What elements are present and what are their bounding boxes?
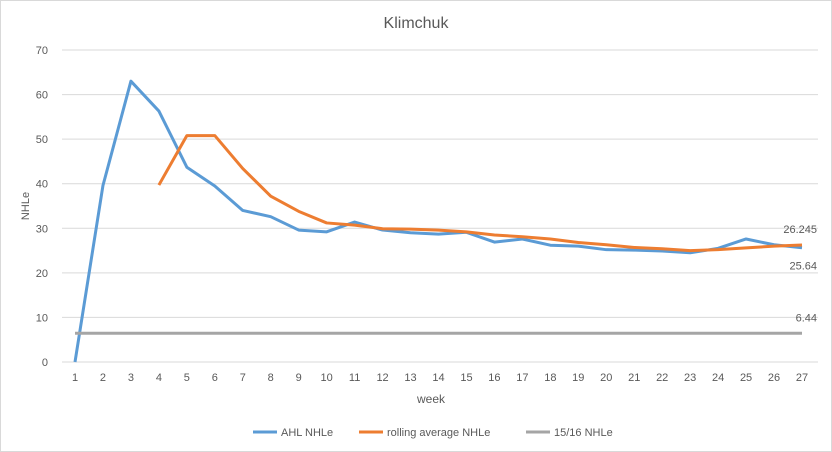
y-tick-label: 50 bbox=[36, 134, 48, 146]
x-axis-label: week bbox=[416, 392, 446, 406]
x-tick-label: 9 bbox=[296, 372, 302, 384]
x-tick-label: 10 bbox=[321, 372, 333, 384]
x-tick-label: 17 bbox=[516, 372, 528, 384]
x-tick-label: 14 bbox=[432, 372, 444, 384]
legend-label: rolling average NHLe bbox=[387, 427, 490, 439]
x-tick-label: 19 bbox=[572, 372, 584, 384]
y-tick-label: 10 bbox=[36, 312, 48, 324]
y-tick-label: 60 bbox=[36, 90, 48, 102]
x-tick-label: 26 bbox=[768, 372, 780, 384]
y-tick-label: 30 bbox=[36, 223, 48, 235]
x-tick-label: 18 bbox=[544, 372, 556, 384]
y-tick-label: 70 bbox=[36, 45, 48, 57]
y-tick-label: 20 bbox=[36, 268, 48, 280]
x-tick-label: 16 bbox=[488, 372, 500, 384]
x-tick-label: 7 bbox=[240, 372, 246, 384]
x-tick-label: 6 bbox=[212, 372, 218, 384]
x-tick-label: 24 bbox=[712, 372, 724, 384]
x-tick-label: 12 bbox=[376, 372, 388, 384]
x-tick-label: 13 bbox=[404, 372, 416, 384]
x-tick-label: 1 bbox=[72, 372, 78, 384]
series-line-ahl-nhle bbox=[73, 79, 803, 363]
x-tick-label: 25 bbox=[740, 372, 752, 384]
x-tick-label: 5 bbox=[184, 372, 190, 384]
x-tick-label: 27 bbox=[796, 372, 808, 384]
y-axis-label: NHLe bbox=[20, 192, 32, 220]
x-tick-label: 2 bbox=[100, 372, 106, 384]
data-label: 25.64 bbox=[789, 261, 817, 273]
x-tick-label: 11 bbox=[349, 372, 360, 384]
x-tick-label: 8 bbox=[268, 372, 274, 384]
legend-label: AHL NHLe bbox=[281, 427, 333, 439]
x-tick-label: 21 bbox=[628, 372, 640, 384]
data-label: 26.245 bbox=[783, 224, 817, 236]
series-line-rolling-average-nhle bbox=[157, 134, 803, 253]
x-tick-label: 4 bbox=[156, 372, 162, 384]
data-label: 6.44 bbox=[796, 312, 817, 324]
y-tick-label: 0 bbox=[42, 357, 48, 369]
x-tick-label: 3 bbox=[128, 372, 134, 384]
x-tick-label: 15 bbox=[460, 372, 472, 384]
x-tick-label: 22 bbox=[656, 372, 668, 384]
x-tick-label: 23 bbox=[684, 372, 696, 384]
x-tick-label: 20 bbox=[600, 372, 612, 384]
chart-title: Klimchuk bbox=[384, 15, 450, 32]
legend-label: 15/16 NHLe bbox=[554, 427, 613, 439]
y-tick-label: 40 bbox=[36, 179, 48, 191]
